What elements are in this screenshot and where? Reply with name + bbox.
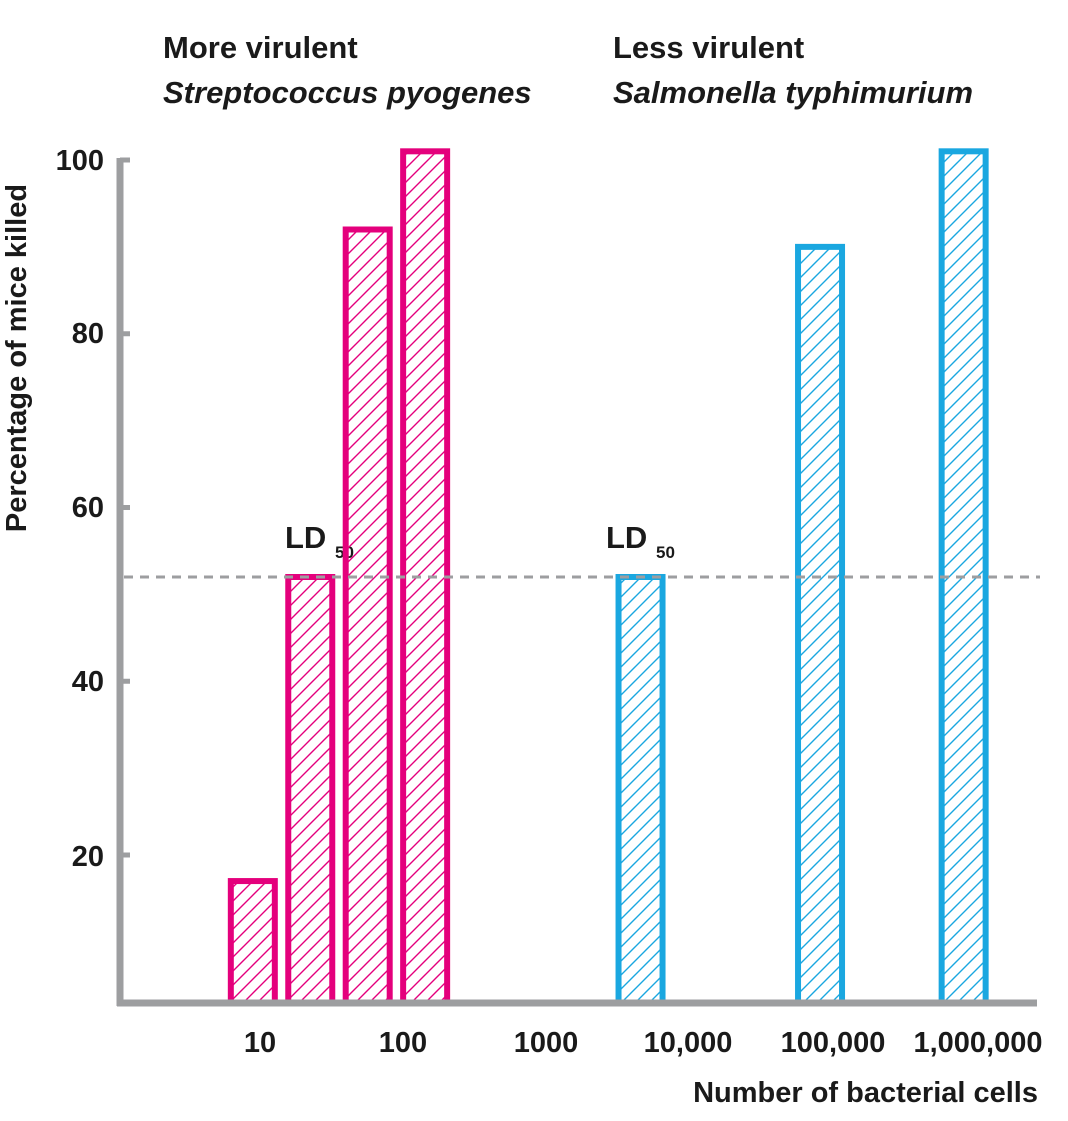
x-tick-label-1000: 1000 <box>514 1027 579 1059</box>
y-tick-label-100: 100 <box>56 145 104 177</box>
bars-layer <box>227 148 989 1006</box>
ld50-label-text: LD <box>606 520 647 555</box>
y-tick-label-60: 60 <box>72 492 104 524</box>
bar-salmonella-1 <box>615 574 666 1006</box>
x-tick-label-10000: 10,000 <box>644 1027 733 1059</box>
bar-streptococcus-1 <box>227 878 278 1006</box>
organism-label-salmonella: Salmonella typhimurium <box>613 75 973 110</box>
y-axis-label: Percentage of mice killed <box>1 184 33 532</box>
x-tick-label-1000000: 1,000,000 <box>913 1027 1042 1059</box>
ld50-label-text: LD <box>285 520 326 555</box>
bar-streptococcus-4 <box>400 148 451 1006</box>
organism-label-streptococcus: Streptococcus pyogenes <box>163 75 532 110</box>
y-tick-label-40: 40 <box>72 666 104 698</box>
bar-streptococcus-2 <box>285 574 336 1006</box>
y-tick-label-20: 20 <box>72 841 104 873</box>
bar-streptococcus-3 <box>342 226 393 1006</box>
x-tick-label-100: 100 <box>379 1027 427 1059</box>
group-heading-less-virulent: Less virulent <box>613 30 804 65</box>
bar-salmonella-2 <box>795 243 846 1006</box>
group-heading-more-virulent: More virulent <box>163 30 358 65</box>
y-tick-label-80: 80 <box>72 318 104 350</box>
ld50-label-salmonella: LD 50 <box>606 520 675 562</box>
x-tick-label-100000: 100,000 <box>781 1027 886 1059</box>
ld50-label-subscript: 50 <box>656 543 675 562</box>
axes-layer <box>116 157 1037 1007</box>
x-tick-label-10: 10 <box>244 1027 276 1059</box>
x-axis-label: Number of bacterial cells <box>693 1077 1038 1109</box>
